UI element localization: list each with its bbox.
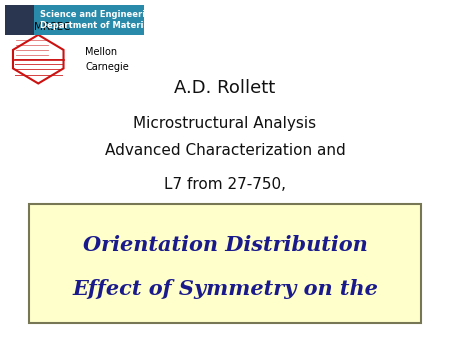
Text: Microstructural Analysis: Microstructural Analysis	[134, 116, 316, 131]
FancyBboxPatch shape	[29, 204, 421, 323]
Text: Effect of Symmetry on the: Effect of Symmetry on the	[72, 279, 378, 299]
Text: Carnegie: Carnegie	[86, 62, 129, 72]
FancyBboxPatch shape	[4, 5, 144, 35]
Polygon shape	[13, 35, 63, 83]
Text: A.D. Rollett: A.D. Rollett	[175, 79, 275, 97]
Text: MRSEC: MRSEC	[34, 22, 70, 32]
Text: Department of Materials: Department of Materials	[40, 21, 157, 30]
Text: Science and Engineering: Science and Engineering	[40, 10, 157, 19]
Text: Orientation Distribution: Orientation Distribution	[83, 235, 367, 255]
Text: Advanced Characterization and: Advanced Characterization and	[104, 143, 346, 158]
Text: Mellon: Mellon	[86, 47, 117, 57]
Text: L7 from 27-750,: L7 from 27-750,	[164, 177, 286, 192]
FancyBboxPatch shape	[4, 5, 34, 35]
